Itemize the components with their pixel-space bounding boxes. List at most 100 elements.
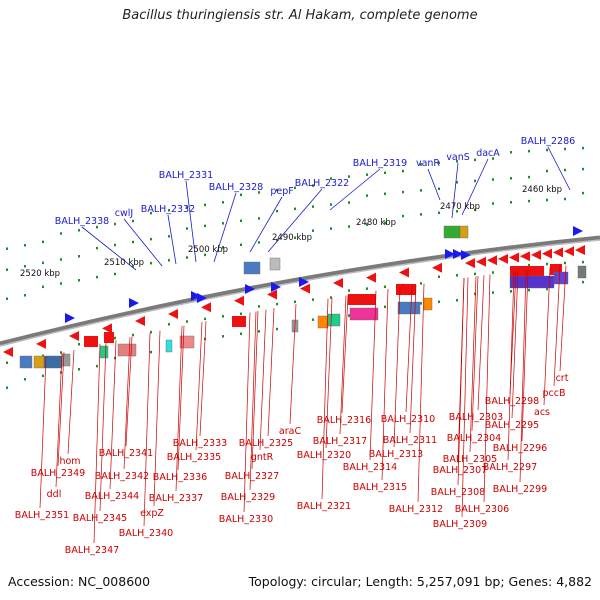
reverse-gene-arrow xyxy=(135,316,145,327)
tick-mark xyxy=(348,225,350,228)
top-label-leader xyxy=(461,158,489,216)
bottom-label-leader xyxy=(519,270,527,483)
top-gene-label: pepF xyxy=(270,186,293,197)
top-gene-label: BALH_2332 xyxy=(141,204,195,215)
reverse-gene-arrow xyxy=(399,267,409,278)
bottom-gene-label: ddl xyxy=(47,489,62,500)
tick-mark xyxy=(366,223,368,226)
tick-mark xyxy=(420,189,422,192)
tick-mark xyxy=(384,171,386,175)
tick-mark xyxy=(474,158,476,162)
tick-mark xyxy=(546,198,548,202)
tick-mark xyxy=(114,222,116,226)
bottom-gene-label: BALH_2306 xyxy=(455,504,509,515)
top-gene-label: BALH_2319 xyxy=(353,158,407,169)
tick-mark xyxy=(6,268,8,271)
tick-mark xyxy=(312,205,314,208)
top-gene-label: BALH_2328 xyxy=(209,182,263,193)
bottom-label-leader xyxy=(249,311,257,491)
tick-mark xyxy=(60,282,62,285)
bottom-gene-label: araC xyxy=(279,426,302,437)
tick-mark xyxy=(438,211,440,215)
reverse-gene-arrow xyxy=(168,308,178,319)
top-label-leader xyxy=(267,188,323,253)
tick-mark xyxy=(96,246,98,250)
bottom-gene-label: pccB xyxy=(543,388,566,399)
bottom-gene-label: BALH_2336 xyxy=(153,472,207,483)
bottom-gene-label: expZ xyxy=(140,508,164,519)
tick-mark xyxy=(6,247,8,250)
bottom-label-leader xyxy=(457,277,465,486)
tick-mark xyxy=(114,243,116,247)
tick-mark xyxy=(438,187,440,191)
bottom-gene-label: BALH_2317 xyxy=(313,436,367,447)
bottom-label-leader xyxy=(325,297,333,449)
tick-mark xyxy=(132,264,134,268)
top-gene-label: BALH_2331 xyxy=(159,170,213,181)
bottom-gene-label: BALH_2344 xyxy=(85,491,139,502)
tick-mark xyxy=(384,285,386,289)
tick-mark xyxy=(420,213,422,216)
tick-mark xyxy=(42,374,44,378)
top-label-leader xyxy=(427,168,441,201)
bottom-label-leader xyxy=(409,284,417,434)
tick-mark xyxy=(312,184,314,187)
tick-mark xyxy=(312,229,314,232)
gene-block xyxy=(104,332,114,343)
reverse-gene-arrow xyxy=(69,330,79,341)
scale-label: 2470 kbp xyxy=(440,202,480,212)
tick-mark xyxy=(204,224,206,228)
bottom-label-leader xyxy=(461,277,469,518)
tick-mark xyxy=(582,191,584,195)
bottom-gene-label: BALH_2307 xyxy=(433,465,487,476)
tick-mark xyxy=(294,236,296,240)
top-label-leader xyxy=(547,146,571,191)
tick-mark xyxy=(150,330,152,334)
tick-mark xyxy=(492,291,494,294)
tick-mark xyxy=(114,272,116,276)
gene-block xyxy=(396,284,416,295)
bottom-gene-label: crt xyxy=(556,373,569,384)
top-label-leader xyxy=(81,226,137,271)
tick-mark xyxy=(132,219,134,223)
tick-mark xyxy=(222,201,224,204)
bottom-gene-label: BALH_2313 xyxy=(369,449,423,460)
gene-domain-box xyxy=(317,315,329,329)
bottom-gene-label: BALH_2296 xyxy=(493,443,547,454)
tick-mark xyxy=(330,203,332,206)
bottom-label-leader xyxy=(39,356,47,509)
forward-gene-arrow xyxy=(197,293,207,303)
tick-mark xyxy=(456,274,458,277)
tick-mark xyxy=(582,167,584,171)
reverse-gene-arrow xyxy=(509,252,519,263)
tick-mark xyxy=(42,285,44,289)
bottom-gene-label: BALH_2304 xyxy=(447,433,501,444)
tick-mark xyxy=(312,318,314,321)
tick-mark xyxy=(420,163,422,166)
bottom-label-leader xyxy=(469,276,477,453)
gene-domain-box xyxy=(397,301,421,315)
tick-mark xyxy=(330,227,332,230)
tick-mark xyxy=(60,351,62,354)
tick-mark xyxy=(330,296,332,299)
tick-mark xyxy=(564,168,566,172)
tick-mark xyxy=(294,300,296,304)
tick-mark xyxy=(78,343,80,346)
tick-mark xyxy=(546,169,548,173)
reverse-gene-arrow xyxy=(564,246,574,257)
tick-mark xyxy=(240,243,242,247)
tick-mark xyxy=(402,169,404,173)
top-label-leader xyxy=(329,168,381,211)
gene-domain-box xyxy=(509,275,555,289)
tick-mark xyxy=(6,297,8,300)
bottom-gene-label: BALH_2310 xyxy=(381,414,435,425)
bottom-label-leader xyxy=(109,340,117,490)
tick-mark xyxy=(168,259,170,262)
bottom-label-leader xyxy=(199,321,207,437)
tick-mark xyxy=(78,255,80,258)
reverse-gene-arrow xyxy=(476,256,486,267)
tick-mark xyxy=(150,237,152,241)
bottom-gene-label: BALH_2299 xyxy=(493,484,547,495)
